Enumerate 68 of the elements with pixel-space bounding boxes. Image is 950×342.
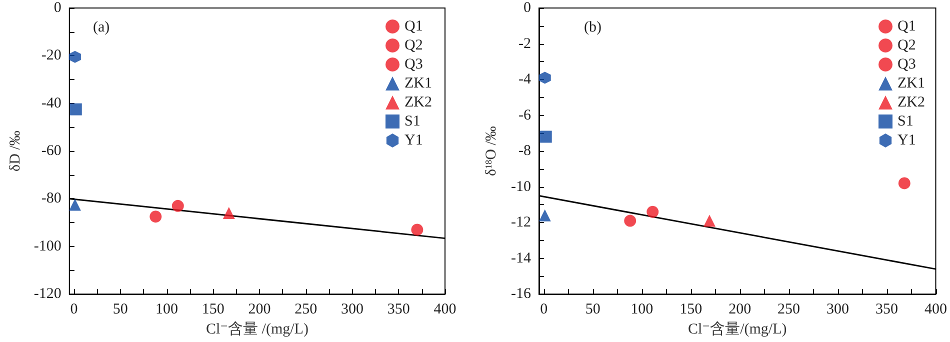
x-axis-title: Cl⁻含量/(mg/L)	[688, 320, 787, 338]
x-tick-label: 200	[728, 302, 752, 318]
x-tick-label: 250	[778, 302, 800, 318]
annotation: (a)	[93, 20, 110, 36]
legend-label: Q2	[898, 38, 916, 54]
y-tick-label: 0	[524, 0, 531, 16]
y-tick-label: -120	[34, 286, 62, 302]
legend-label: S1	[898, 114, 914, 130]
y-tick-label: -100	[34, 238, 62, 254]
point	[172, 200, 184, 212]
point	[646, 206, 659, 218]
point	[68, 198, 81, 211]
y-tick-label: -60	[41, 143, 62, 160]
legend-label: Q1	[404, 18, 423, 34]
x-tick-label: 0	[70, 302, 78, 318]
y-tick-label: -2	[518, 36, 531, 52]
x-tick-label: 50	[585, 302, 600, 318]
legend-label: Y1	[898, 132, 916, 148]
point	[68, 50, 81, 63]
y-tick-label: -8	[518, 143, 531, 160]
y-axis-title: δD /‰	[8, 130, 24, 172]
x-tick-label: 350	[387, 302, 410, 318]
legend-label: ZK2	[898, 94, 926, 110]
y-axis-title: δ18O /‰	[484, 126, 500, 176]
point	[538, 72, 551, 84]
x-tick-label: 200	[248, 302, 271, 318]
x-tick-label: 300	[341, 302, 364, 318]
legend-label: Q3	[898, 56, 916, 72]
x-tick-label: 100	[630, 302, 654, 318]
point	[540, 130, 552, 143]
y-tick-label: -12	[511, 214, 531, 231]
point	[538, 209, 551, 222]
x-axis-title: Cl⁻含量 /(mg/L)	[206, 320, 308, 338]
y-tick-label: -6	[518, 107, 532, 124]
legend-label: Q2	[404, 38, 423, 54]
x-tick-label: 150	[680, 302, 702, 318]
legend-label: ZK1	[898, 76, 926, 92]
legend-label: Q1	[898, 18, 916, 34]
x-tick-label: 0	[540, 302, 548, 318]
point	[898, 177, 910, 190]
point	[150, 210, 162, 223]
legend-label: ZK1	[404, 76, 432, 92]
point	[624, 214, 636, 227]
legend-label: S1	[404, 114, 420, 130]
x-tick-label: 300	[826, 302, 850, 318]
annotation: (b)	[584, 20, 602, 36]
x-tick-label: 400	[924, 302, 947, 318]
y-tick-label: -16	[511, 286, 532, 302]
point	[70, 103, 82, 116]
y-tick-label: -40	[41, 95, 62, 112]
y-tick-label: -20	[41, 48, 62, 64]
x-tick-label: 100	[156, 302, 178, 318]
y-tick-label: -80	[41, 190, 62, 207]
point	[411, 224, 424, 236]
x-tick-label: 250	[294, 302, 318, 318]
y-tick-label: -14	[511, 250, 532, 266]
x-tick-label: 50	[112, 302, 128, 318]
point	[703, 214, 716, 227]
x-tick-label: 150	[202, 302, 224, 318]
y-tick-label: -4	[518, 72, 532, 88]
legend-label: ZK2	[404, 94, 432, 110]
legend-label: Q3	[404, 56, 423, 72]
y-tick-label: 0	[54, 0, 62, 16]
x-tick-label: 400	[434, 302, 456, 318]
x-tick-label: 350	[876, 302, 898, 318]
legend-label: Y1	[404, 132, 423, 148]
point	[222, 207, 235, 220]
y-tick-label: -10	[511, 178, 531, 195]
